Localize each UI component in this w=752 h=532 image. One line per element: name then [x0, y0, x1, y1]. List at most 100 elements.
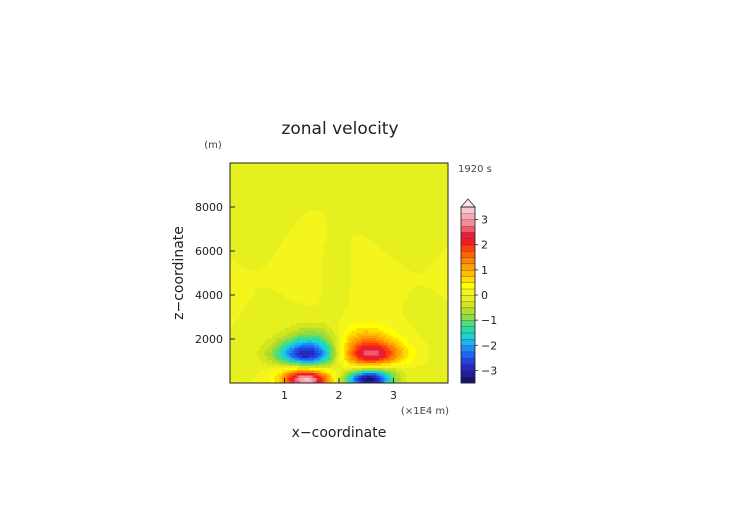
heatmap-cell [358, 330, 362, 334]
heatmap-cell [237, 298, 241, 301]
heatmap-cell [294, 340, 298, 344]
heatmap-cell [264, 370, 268, 374]
heatmap-cell [272, 355, 275, 359]
heatmap-cell [232, 255, 236, 259]
heatmap-cell [269, 380, 273, 384]
heatmap-cell [301, 228, 305, 231]
heatmap-cell [284, 193, 288, 196]
heatmap-cell [262, 343, 266, 346]
heatmap-cell [361, 273, 365, 276]
heatmap-cell [363, 163, 367, 166]
heatmap-cell [272, 165, 275, 169]
heatmap-cell [341, 270, 345, 274]
heatmap-cell [291, 323, 295, 326]
heatmap-cell [356, 253, 360, 256]
heatmap-cell [341, 378, 345, 381]
heatmap-cell [314, 323, 318, 326]
heatmap-cell [286, 345, 290, 349]
heatmap-cell [274, 350, 278, 354]
heatmap-cell [234, 320, 238, 324]
heatmap-cell [284, 275, 288, 279]
heatmap-cell [309, 178, 313, 181]
heatmap-cell [259, 310, 263, 314]
heatmap-cell [257, 183, 261, 186]
heatmap-cell [284, 205, 288, 209]
heatmap-cell [252, 203, 256, 206]
heatmap-cell [244, 293, 248, 296]
heatmap-cell [334, 313, 337, 316]
heatmap-cell [286, 213, 290, 216]
heatmap-cell [346, 370, 350, 374]
heatmap-cell [296, 280, 300, 284]
heatmap-cell [329, 235, 332, 239]
heatmap-cell [343, 180, 347, 184]
heatmap-cell [351, 260, 355, 264]
heatmap-cell [334, 328, 337, 331]
heatmap-cell [284, 360, 288, 364]
heatmap-cell [311, 343, 315, 346]
heatmap-cell [264, 235, 268, 239]
heatmap-cell [301, 163, 305, 166]
heatmap-cell [291, 350, 295, 354]
heatmap-cell [267, 245, 271, 249]
heatmap-cell [346, 338, 350, 341]
heatmap-cell [257, 180, 261, 184]
heatmap-cell [324, 283, 328, 286]
heatmap-cell [324, 335, 328, 339]
heatmap-cell [234, 173, 238, 176]
heatmap-cell [291, 185, 295, 189]
heatmap-cell [230, 323, 233, 326]
heatmap-cell [334, 170, 337, 174]
heatmap-cell [264, 255, 268, 259]
heatmap-cell [282, 373, 285, 376]
heatmap-cell [368, 220, 372, 224]
heatmap-cell [368, 293, 372, 296]
heatmap-cell [234, 298, 238, 301]
heatmap-cell [331, 310, 335, 314]
heatmap-cell [252, 373, 256, 376]
heatmap-cell [257, 283, 261, 286]
heatmap-cell [301, 313, 305, 316]
heatmap-cell [301, 213, 305, 216]
heatmap-cell [277, 218, 280, 221]
heatmap-cell [316, 235, 320, 239]
heatmap-cell [331, 285, 335, 289]
heatmap-cell [309, 188, 313, 191]
heatmap-cell [252, 245, 256, 249]
heatmap-cell [309, 258, 313, 261]
heatmap-cell [272, 335, 275, 339]
heatmap-cell [366, 310, 370, 314]
heatmap-cell [277, 315, 280, 319]
heatmap-cell [232, 300, 236, 304]
heatmap-cell [249, 353, 253, 356]
heatmap-cell [269, 205, 273, 209]
heatmap-cell [343, 230, 347, 234]
heatmap-cell [324, 175, 328, 179]
heatmap-cell [348, 200, 352, 204]
heatmap-cell [348, 350, 352, 354]
heatmap-cell [363, 200, 367, 204]
heatmap-cell [286, 240, 290, 244]
heatmap-cell [277, 308, 280, 311]
heatmap-cell [334, 338, 337, 341]
heatmap-cell [353, 178, 357, 181]
heatmap-cell [239, 360, 243, 364]
heatmap-cell [242, 380, 246, 384]
heatmap-cell [291, 193, 295, 196]
heatmap-cell [361, 350, 365, 354]
heatmap-cell [356, 323, 360, 326]
heatmap-cell [264, 213, 268, 216]
heatmap-cell [264, 163, 268, 166]
heatmap-cell [254, 255, 258, 259]
heatmap-cell [339, 355, 342, 359]
heatmap-cell [346, 233, 350, 236]
heatmap-cell [321, 295, 325, 299]
heatmap-cell [341, 350, 345, 354]
heatmap-cell [264, 238, 268, 241]
heatmap-cell [353, 348, 357, 351]
heatmap-cell [346, 243, 350, 246]
heatmap-cell [304, 273, 308, 276]
heatmap-cell [232, 275, 236, 279]
heatmap-cell [353, 203, 357, 206]
heatmap-cell [234, 368, 238, 371]
